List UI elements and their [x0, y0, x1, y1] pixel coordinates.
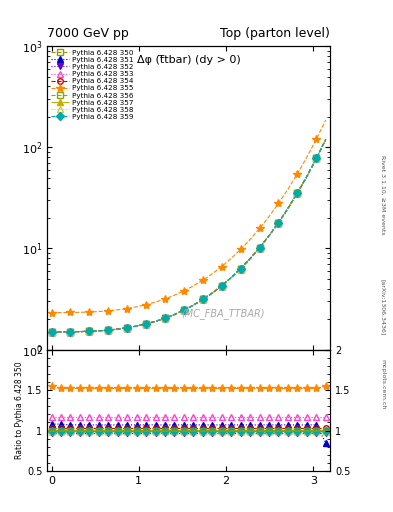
Text: Top (parton level): Top (parton level): [220, 27, 330, 40]
Text: 7000 GeV pp: 7000 GeV pp: [47, 27, 129, 40]
Legend: Pythia 6.428 350, Pythia 6.428 351, Pythia 6.428 352, Pythia 6.428 353, Pythia 6: Pythia 6.428 350, Pythia 6.428 351, Pyth…: [50, 48, 135, 121]
Text: [arXiv:1306.3436]: [arXiv:1306.3436]: [381, 279, 386, 335]
Text: mcplots.cern.ch: mcplots.cern.ch: [381, 359, 386, 409]
Y-axis label: Ratio to Pythia 6.428 350: Ratio to Pythia 6.428 350: [15, 361, 24, 459]
Text: Δφ (t̅tbar) (dy > 0): Δφ (t̅tbar) (dy > 0): [137, 55, 241, 65]
Text: (MC_FBA_TTBAR): (MC_FBA_TTBAR): [181, 308, 264, 318]
Text: Rivet 3.1.10, ≥3M events: Rivet 3.1.10, ≥3M events: [381, 155, 386, 234]
